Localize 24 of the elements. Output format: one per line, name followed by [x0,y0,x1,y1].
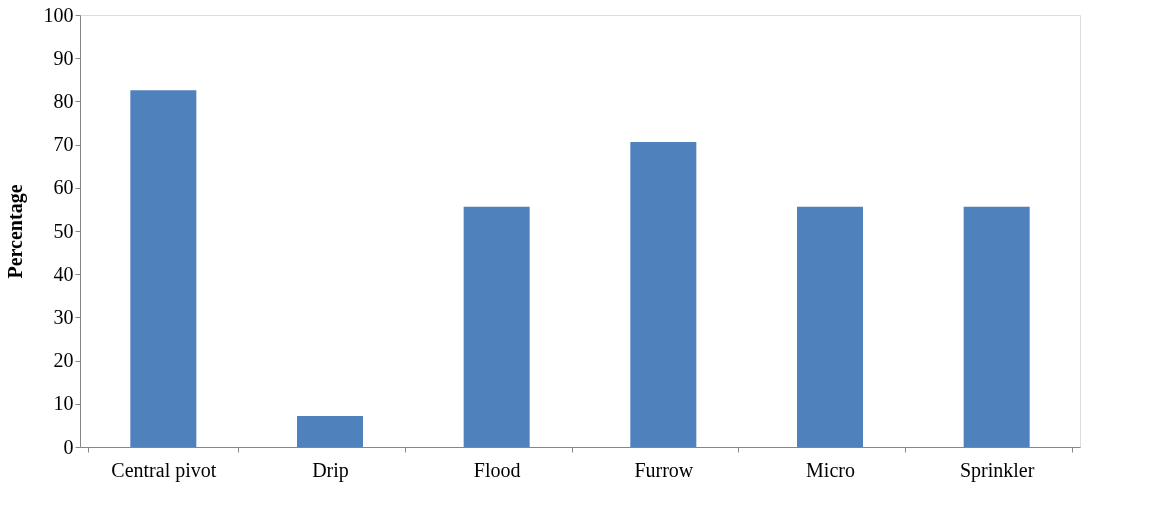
y-tick-label: 70 [53,133,74,156]
x-tick-label: Flood [473,458,521,481]
y-tick-label: 90 [53,46,74,69]
x-tick-label: Drip [312,458,349,482]
y-tick-label: 100 [43,3,74,26]
bar [963,206,1030,447]
x-tick-label: Micro [806,458,855,481]
bar [797,206,863,447]
y-tick-label: 0 [63,435,74,458]
bar [130,90,197,447]
x-tick-label: Central pivot [111,458,217,482]
bar [630,142,697,447]
x-tick-label: Furrow [634,458,694,481]
bar [297,415,363,447]
y-tick-label: 30 [53,305,74,328]
y-tick-label: 20 [53,349,74,372]
y-tick-label: 10 [53,392,74,415]
y-tick-label: 50 [53,219,74,242]
y-tick-label: 60 [53,176,74,199]
x-tick-label: Sprinkler [959,458,1035,482]
bar [463,206,530,447]
y-tick-label: 80 [53,89,74,112]
y-axis-title: Percentage [3,184,27,279]
y-tick-label: 40 [53,262,74,285]
